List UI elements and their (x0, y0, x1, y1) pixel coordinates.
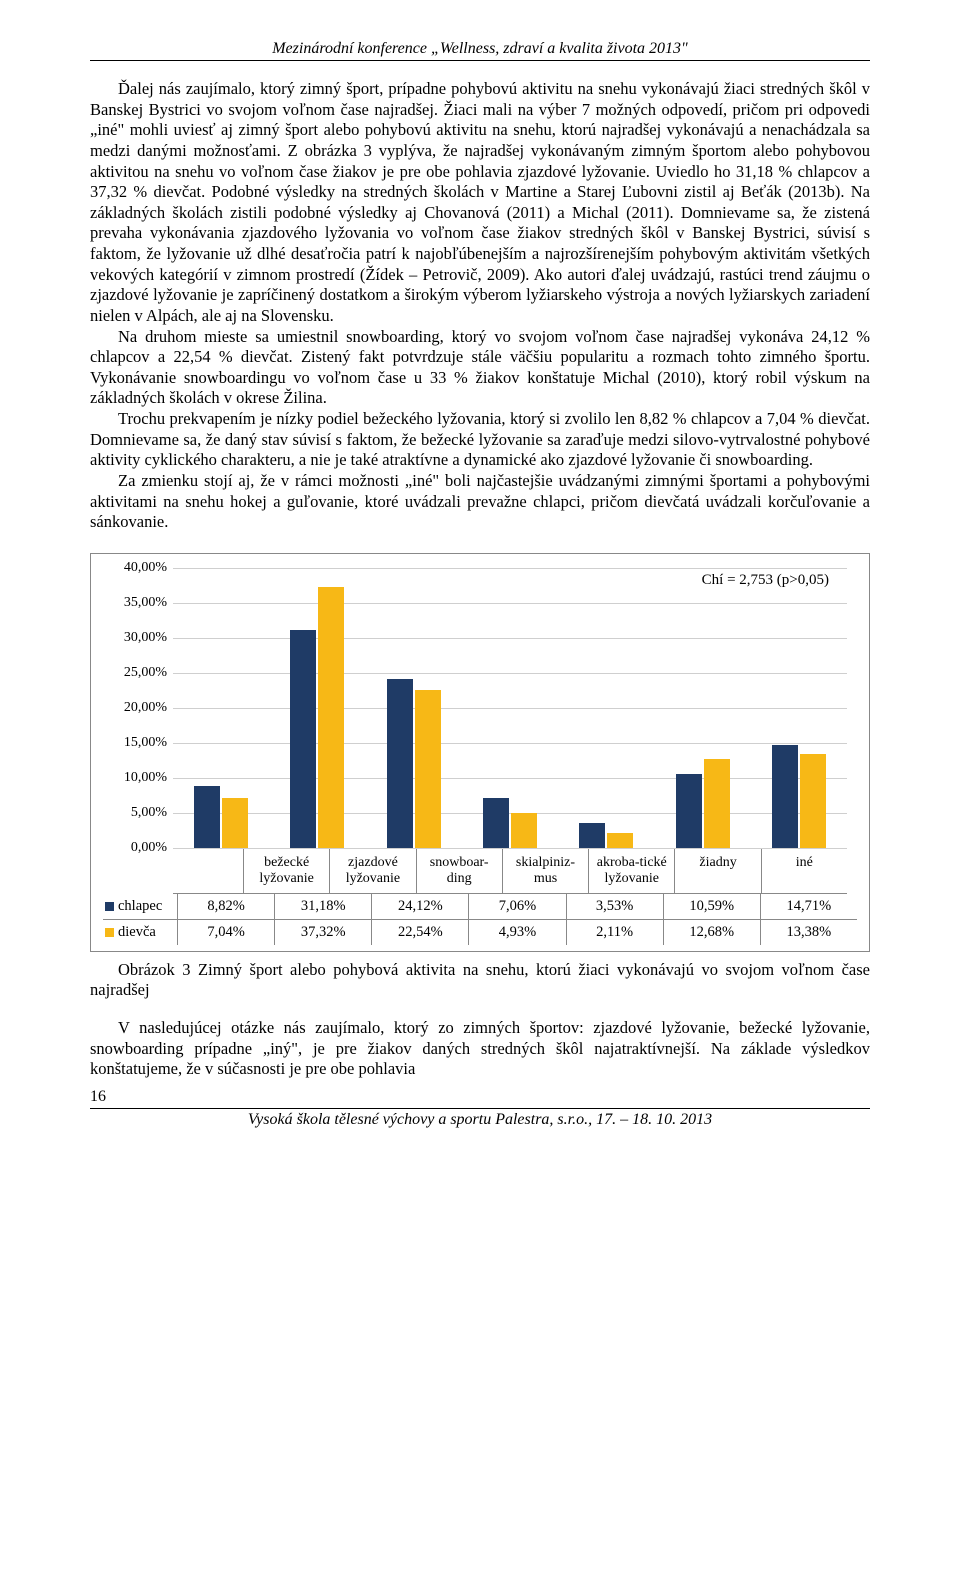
bar-boy (387, 679, 413, 848)
paragraph-5: V nasledujúcej otázke nás zaujímalo, kto… (90, 1018, 870, 1080)
legend-swatch-girl (105, 928, 114, 937)
legend-swatch-boy (105, 902, 114, 911)
cell: 24,12% (371, 894, 468, 919)
xlabel: zjazdové lyžovanie (329, 849, 415, 893)
series-label-boy: chlapec (118, 898, 162, 915)
bar-girl (607, 833, 633, 848)
paragraph-4: Za zmienku stojí aj, že v rámci možnosti… (90, 471, 870, 533)
xlabel: bežecké lyžovanie (243, 849, 329, 893)
bar-boy (676, 774, 702, 848)
running-footer: Vysoká škola tělesné výchovy a sportu Pa… (90, 1108, 870, 1129)
y-tick-label: 0,00% (131, 840, 173, 856)
xlabel: žiadny (674, 849, 760, 893)
cell: 2,11% (566, 920, 663, 945)
cell: 3,53% (566, 894, 663, 919)
body-text: Ďalej nás zaujímalo, ktorý zimný šport, … (90, 79, 870, 533)
paragraph-3: Trochu prekvapením je nízky podiel bežec… (90, 409, 870, 471)
cell: 14,71% (760, 894, 857, 919)
y-tick-label: 20,00% (124, 700, 173, 716)
y-tick-label: 25,00% (124, 665, 173, 681)
running-header: Mezinárodní konference „Wellness, zdraví… (90, 40, 870, 58)
y-tick-label: 15,00% (124, 735, 173, 751)
bar-group (269, 568, 365, 848)
xlabel: skialpiniz-mus (502, 849, 588, 893)
paragraph-2: Na druhom mieste sa umiestnil snowboardi… (90, 327, 870, 410)
xlabel: iné (761, 849, 847, 893)
cell: 7,06% (468, 894, 565, 919)
cell: 22,54% (371, 920, 468, 945)
bar-boy (290, 630, 316, 848)
cell: 4,93% (468, 920, 565, 945)
bar-group (366, 568, 462, 848)
y-tick-label: 40,00% (124, 560, 173, 576)
bars-row (173, 568, 847, 848)
bar-girl (800, 754, 826, 848)
figure-caption: Obrázok 3 Zimný šport alebo pohybová akt… (90, 960, 870, 1000)
cell: 13,38% (760, 920, 857, 945)
bar-girl (511, 813, 537, 848)
plot-area: 40,00%35,00%30,00%25,00%20,00%15,00%10,0… (173, 568, 847, 849)
paragraph-1: Ďalej nás zaujímalo, ktorý zimný šport, … (90, 79, 870, 327)
gridline (173, 848, 847, 849)
page-number: 16 (90, 1088, 870, 1106)
bar-group (462, 568, 558, 848)
xlabel: akroba-tické lyžovanie (588, 849, 674, 893)
y-tick-label: 5,00% (131, 805, 173, 821)
chart-data-table: chlapec 8,82% 31,18% 24,12% 7,06% 3,53% … (103, 894, 857, 945)
cell: 37,32% (274, 920, 371, 945)
cell: 10,59% (663, 894, 760, 919)
bar-girl (704, 759, 730, 848)
bar-group (751, 568, 847, 848)
cell: 7,04% (177, 920, 274, 945)
bar-boy (483, 798, 509, 847)
cell: 31,18% (274, 894, 371, 919)
table-row-girl: dievča 7,04% 37,32% 22,54% 4,93% 2,11% 1… (103, 920, 857, 945)
bar-boy (772, 745, 798, 848)
bar-group (558, 568, 654, 848)
series-label-girl: dievča (118, 924, 156, 941)
bar-girl (415, 690, 441, 848)
bar-boy (194, 786, 220, 848)
bar-chart: Chí = 2,753 (p>0,05) 40,00%35,00%30,00%2… (90, 553, 870, 952)
x-axis-labels: bežecké lyžovanie zjazdové lyžovanie sno… (173, 849, 847, 894)
y-tick-label: 10,00% (124, 770, 173, 786)
cell: 12,68% (663, 920, 760, 945)
body-text-after: V nasledujúcej otázke nás zaujímalo, kto… (90, 1018, 870, 1080)
y-tick-label: 35,00% (124, 595, 173, 611)
bar-girl (222, 798, 248, 847)
table-row-boy: chlapec 8,82% 31,18% 24,12% 7,06% 3,53% … (103, 894, 857, 920)
bar-group (173, 568, 269, 848)
bar-boy (579, 823, 605, 848)
cell: 8,82% (177, 894, 274, 919)
bar-girl (318, 587, 344, 848)
xlabel: snowboar-ding (416, 849, 502, 893)
bar-group (654, 568, 750, 848)
y-tick-label: 30,00% (124, 630, 173, 646)
header-rule (90, 60, 870, 61)
